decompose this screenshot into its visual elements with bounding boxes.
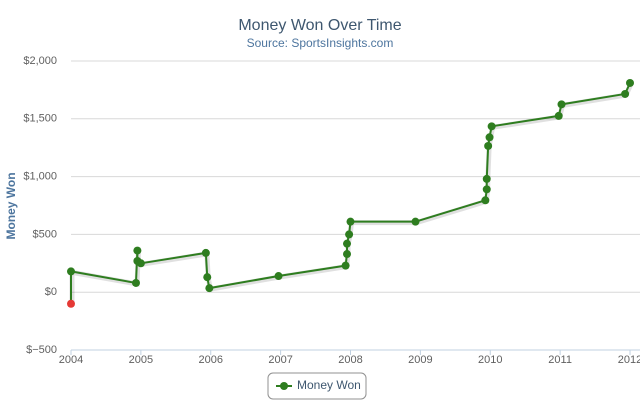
data-point bbox=[67, 267, 75, 276]
y-tick-label: $1,000 bbox=[23, 171, 57, 183]
data-point bbox=[485, 133, 494, 142]
data-point bbox=[136, 259, 145, 268]
x-tick-label: 2005 bbox=[129, 354, 153, 366]
data-point bbox=[487, 122, 496, 131]
x-tick-label: 2009 bbox=[408, 354, 432, 366]
y-tick-label: $−500 bbox=[26, 344, 57, 356]
data-point bbox=[203, 273, 212, 282]
data-point bbox=[131, 278, 140, 287]
y-axis-label: Money Won bbox=[4, 172, 18, 239]
y-tick-label: $0 bbox=[45, 286, 57, 298]
x-tick-label: 2004 bbox=[59, 354, 83, 366]
data-point bbox=[481, 196, 490, 205]
x-tick-label: 2008 bbox=[338, 354, 362, 366]
legend-box bbox=[267, 372, 367, 400]
x-tick-label: 2011 bbox=[548, 354, 572, 366]
data-point bbox=[201, 248, 210, 257]
data-point bbox=[484, 141, 493, 150]
data-point bbox=[346, 217, 355, 226]
data-point bbox=[557, 100, 566, 109]
x-tick-label: 2006 bbox=[199, 354, 223, 366]
x-tick-label: 2007 bbox=[268, 354, 292, 366]
data-point bbox=[621, 89, 630, 98]
data-point bbox=[133, 246, 142, 255]
data-point bbox=[343, 250, 352, 259]
data-point bbox=[341, 261, 350, 270]
data-point bbox=[411, 217, 420, 226]
x-tick-label: 2012 bbox=[618, 354, 640, 366]
data-point bbox=[482, 174, 491, 183]
chart-subtitle: Source: SportsInsights.com bbox=[247, 36, 394, 50]
data-point bbox=[67, 299, 75, 308]
data-point bbox=[345, 230, 354, 239]
legend-label: Money Won bbox=[297, 378, 361, 392]
data-point bbox=[274, 272, 283, 281]
data-point bbox=[626, 78, 634, 87]
y-tick-label: $1,500 bbox=[23, 113, 57, 125]
data-point bbox=[554, 111, 563, 120]
data-point bbox=[343, 239, 352, 248]
x-tick-label: 2010 bbox=[478, 354, 502, 366]
data-point bbox=[482, 185, 491, 194]
y-tick-label: $2,000 bbox=[23, 55, 57, 67]
y-tick-label: $500 bbox=[33, 228, 57, 240]
chart-title: Money Won Over Time bbox=[238, 17, 401, 34]
data-point bbox=[205, 284, 214, 293]
legend-symbol bbox=[280, 382, 288, 390]
series-line bbox=[70, 82, 631, 304]
